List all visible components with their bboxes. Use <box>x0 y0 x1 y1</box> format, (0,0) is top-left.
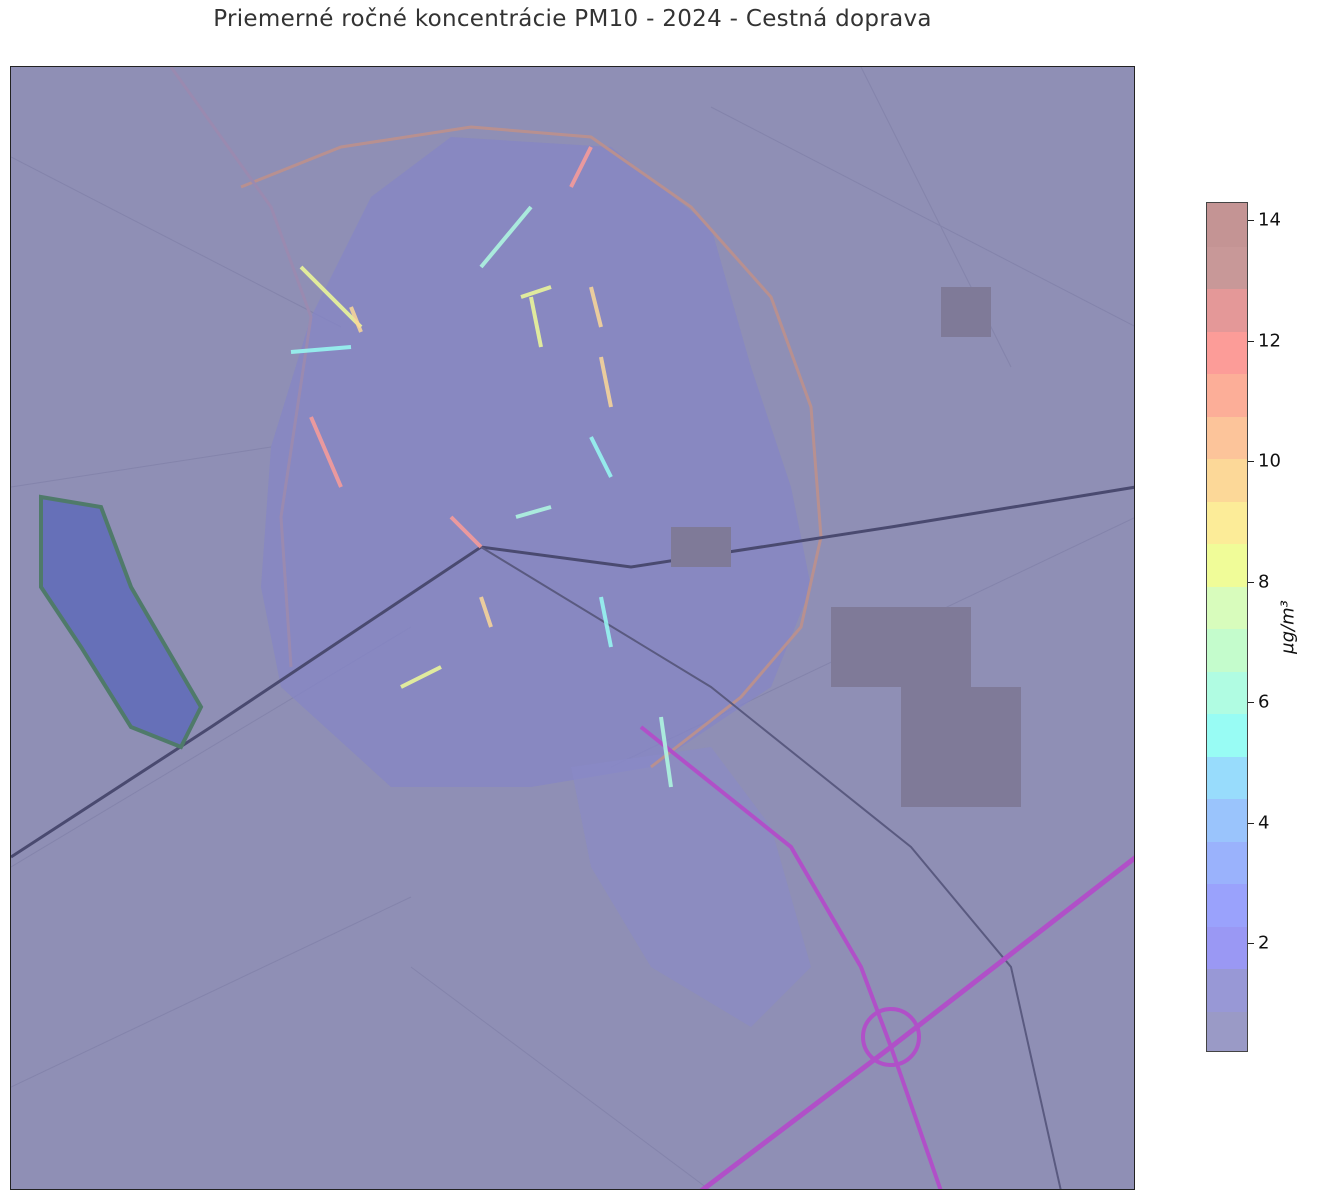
colorbar-tick <box>1248 461 1254 463</box>
map-layer <box>11 67 1134 1189</box>
colorbar-tick <box>1248 702 1254 704</box>
hotspot-street <box>589 436 613 478</box>
concentration-map[interactable] <box>10 66 1135 1190</box>
hotspot-street <box>569 146 593 188</box>
hotspot-street <box>659 716 673 788</box>
colorbar-band <box>1207 628 1247 672</box>
colorbar-band <box>1207 755 1247 799</box>
colorbar-label: μg/m³ <box>1277 600 1299 654</box>
hotspot-street <box>400 665 442 689</box>
colorbar-tick <box>1248 220 1254 222</box>
city-area <box>261 137 811 787</box>
colorbar-tick <box>1248 581 1254 583</box>
colorbar-tick-label: 2 <box>1258 932 1270 954</box>
colorbar-tick-label: 8 <box>1258 571 1270 593</box>
colorbar-band <box>1207 1010 1247 1051</box>
road-northwest <box>169 67 313 668</box>
colorbar-band <box>1207 840 1247 884</box>
hotspot-streets <box>290 146 673 788</box>
hotspot-street <box>520 285 552 299</box>
colorbar-tick <box>1248 822 1254 824</box>
colorbar-tick-label: 12 <box>1258 330 1281 352</box>
colorbar-band <box>1207 585 1247 629</box>
colorbar-band <box>1207 373 1247 417</box>
colorbar-tick <box>1248 340 1254 342</box>
colorbar-tick <box>1248 943 1254 945</box>
colorbar-band <box>1207 925 1247 969</box>
lake <box>39 494 204 750</box>
motorway-link <box>639 725 943 1189</box>
colorbar-band <box>1207 713 1247 757</box>
colorbar-tick-label: 4 <box>1258 812 1270 834</box>
railway-east <box>480 546 1062 1189</box>
hotspot-street <box>479 596 493 628</box>
ring-road <box>240 125 823 769</box>
hotspot-street <box>479 205 533 269</box>
hotspot-street <box>309 416 343 488</box>
hotspot-street <box>599 596 613 648</box>
colorbar-tick-label: 6 <box>1258 691 1270 713</box>
colorbar-band <box>1207 670 1247 714</box>
railway <box>11 485 1134 859</box>
hotspot-street <box>515 505 552 519</box>
hotspot-street <box>290 345 352 354</box>
colorbar-band <box>1207 203 1247 247</box>
colorbar-band <box>1207 415 1247 459</box>
south-area <box>571 747 811 1027</box>
colorbar-tick-label: 14 <box>1258 209 1281 231</box>
hotspot-street <box>299 265 363 329</box>
colorbar-band <box>1207 968 1247 1012</box>
colorbar-tick-label: 10 <box>1258 450 1281 472</box>
industrial-blocks <box>671 287 1021 807</box>
colorbar-band <box>1207 798 1247 842</box>
colorbar-band <box>1207 883 1247 927</box>
colorbar-band <box>1207 245 1247 289</box>
interchange <box>861 1007 921 1067</box>
colorbar-band <box>1207 288 1247 332</box>
colorbar-band <box>1207 458 1247 502</box>
hotspot-street <box>599 356 613 408</box>
hotspot-street <box>449 515 483 549</box>
hotspot-street <box>589 286 603 328</box>
chart-title: Priemerné ročné koncentrácie PM10 - 2024… <box>213 6 932 32</box>
hotspot-street <box>529 296 543 348</box>
colorbar-band <box>1207 330 1247 374</box>
colorbar-band <box>1207 543 1247 587</box>
hotspot-street <box>349 306 363 333</box>
colorbar-band <box>1207 500 1247 544</box>
colorbar <box>1206 202 1248 1052</box>
